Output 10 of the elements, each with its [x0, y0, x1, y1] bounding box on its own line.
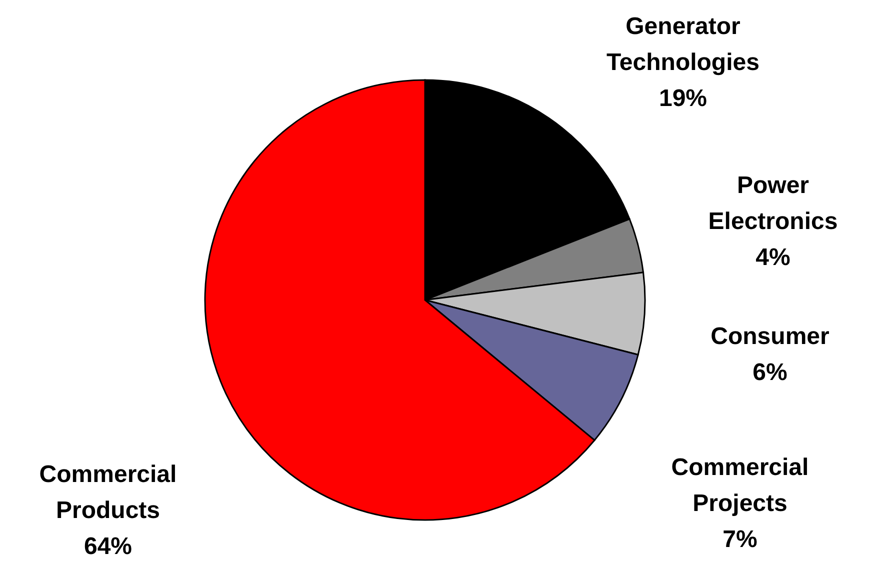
slice-label: Power Electronics	[708, 172, 838, 235]
data-label: 19%	[658, 85, 708, 112]
slice-label: Consumer	[710, 323, 830, 350]
slice-label: Generator Technologies	[606, 13, 760, 76]
slice-label: Commercial Projects	[671, 454, 809, 517]
data-label: 64%	[84, 533, 132, 560]
slice-label: Commercial Products	[39, 461, 177, 524]
data-label: 6%	[752, 359, 788, 386]
data-label: 7%	[722, 526, 758, 553]
data-label: 4%	[756, 244, 790, 271]
